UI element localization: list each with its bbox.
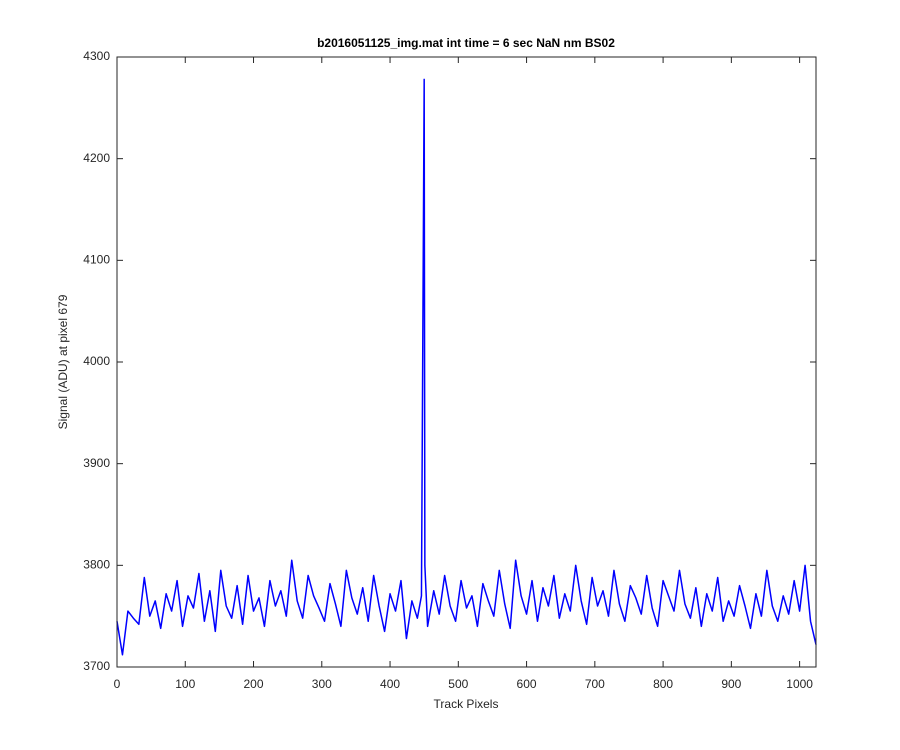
y-tick-label: 4200 (83, 151, 110, 165)
x-tick-label: 900 (721, 677, 741, 691)
x-tick-label: 700 (585, 677, 605, 691)
x-tick-label: 600 (517, 677, 537, 691)
y-tick-label: 4300 (83, 49, 110, 63)
x-tick-label: 800 (653, 677, 673, 691)
y-tick-label: 4100 (83, 253, 110, 267)
data-line (116, 78, 817, 656)
y-tick-label: 3900 (83, 456, 110, 470)
x-tick-label: 300 (312, 677, 332, 691)
chart-title: b2016051125_img.mat int time = 6 sec NaN… (317, 36, 615, 50)
x-axis-label: Track Pixels (434, 697, 499, 711)
x-tick-label: 200 (244, 677, 264, 691)
x-tick-label: 500 (448, 677, 468, 691)
y-axis-label: Signal (ADU) at pixel 679 (56, 294, 70, 429)
x-tick-label: 100 (175, 677, 195, 691)
y-tick-label: 3700 (83, 659, 110, 673)
y-tick-label: 4000 (83, 354, 110, 368)
y-tick-label: 3800 (83, 558, 110, 572)
x-tick-label: 0 (114, 677, 121, 691)
x-tick-label: 400 (380, 677, 400, 691)
x-tick-label: 1000 (786, 677, 813, 691)
